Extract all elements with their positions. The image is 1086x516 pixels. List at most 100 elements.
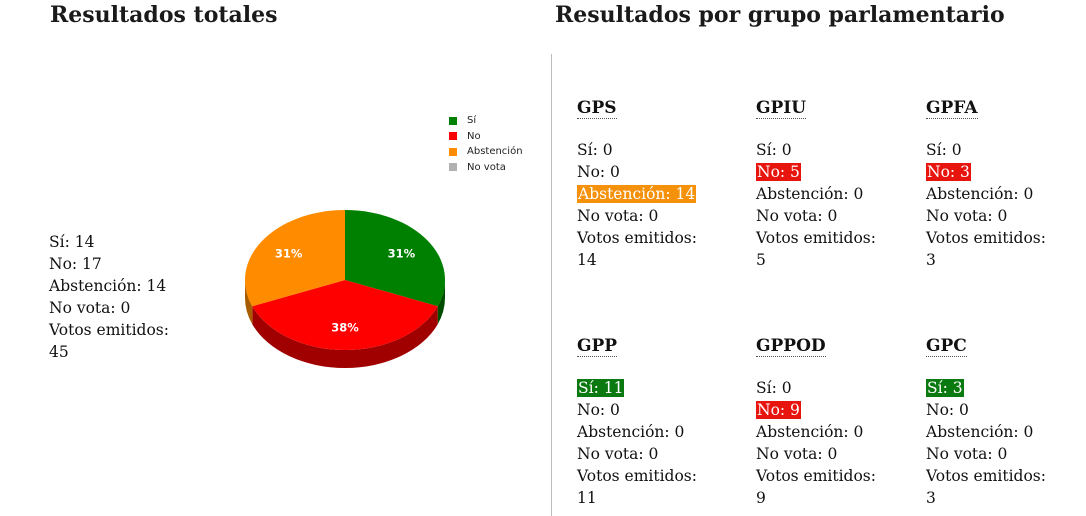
- group-panel: GPIU Sí: 0 No: 5 Abstención: 0 No vota: 0 Vot…: [756, 97, 916, 271]
- pie-slice: [252, 280, 438, 350]
- group-no-text: No: 0: [577, 401, 620, 419]
- group-votos-value: 9: [756, 487, 916, 509]
- group-abstencion-text: Abstención: 0: [756, 423, 864, 441]
- group-abstencion: Abstención: 0: [577, 421, 737, 443]
- group-abstencion: Abstención: 0: [926, 421, 1086, 443]
- group-no-text: No: 0: [926, 401, 969, 419]
- group-abstencion-text: Abstención: 0: [926, 423, 1034, 441]
- group-votos-label: Votos emitidos:: [926, 465, 1086, 487]
- group-votos-value: 3: [926, 249, 1086, 271]
- group-votos-label-text: Votos emitidos:: [577, 229, 697, 247]
- group-abstencion: Abstención: 0: [926, 183, 1086, 205]
- group-votos-label-text: Votos emitidos:: [577, 467, 697, 485]
- group-name: GPPOD: [756, 336, 826, 357]
- pie-slice-side: [245, 280, 253, 325]
- group-votos-label: Votos emitidos:: [577, 227, 737, 249]
- group-si: Sí: 11: [577, 377, 737, 399]
- group-votos-value-text: 3: [926, 489, 936, 507]
- group-no: No: 0: [577, 399, 737, 421]
- group-no: No: 3: [926, 161, 1086, 183]
- group-panel: GPC Sí: 3 No: 0 Abstención: 0 No vota: 0 Voto…: [926, 335, 1086, 509]
- legend-label: No: [467, 130, 481, 142]
- group-panel: GPS Sí: 0 No: 0 Abstención: 14 No vota: 0 Vot…: [577, 97, 737, 271]
- group-si: Sí: 3: [926, 377, 1086, 399]
- legend-label: Abstención: [467, 146, 523, 158]
- group-si: Sí: 0: [577, 139, 737, 161]
- group-no: No: 0: [577, 161, 737, 183]
- group-novota: No vota: 0: [577, 443, 737, 465]
- group-votos-value: 5: [756, 249, 916, 271]
- group-si: Sí: 0: [756, 377, 916, 399]
- group-votos-value: 11: [577, 487, 737, 509]
- group-votos-value-text: 14: [577, 251, 597, 269]
- group-si-text: Sí: 0: [756, 141, 792, 159]
- group-votos-label: Votos emitidos:: [926, 227, 1086, 249]
- group-votos-label: Votos emitidos:: [756, 227, 916, 249]
- pie-slice: [245, 210, 345, 307]
- group-novota: No vota: 0: [926, 205, 1086, 227]
- group-no: No: 9: [756, 399, 916, 421]
- group-abstencion-text: Abstención: 0: [577, 423, 685, 441]
- pie-slice: [345, 210, 445, 307]
- group-votos-label-text: Votos emitidos:: [926, 467, 1046, 485]
- group-si: Sí: 0: [926, 139, 1086, 161]
- legend-item: Abstención: [449, 144, 523, 160]
- pie-data-label: 38%: [331, 321, 359, 335]
- group-abstencion-text: Abstención: 14: [577, 185, 697, 203]
- pie-slice-side: [252, 306, 438, 368]
- group-votos-value-text: 5: [756, 251, 766, 269]
- group-novota: No vota: 0: [756, 443, 916, 465]
- group-novota-text: No vota: 0: [577, 445, 659, 463]
- group-no: No: 0: [926, 399, 1086, 421]
- group-panel: GPFA Sí: 0 No: 3 Abstención: 0 No vota: 0 Vot…: [926, 97, 1086, 271]
- legend-item: No: [449, 129, 523, 145]
- group-votos-value: 3: [926, 487, 1086, 509]
- group-panel: GPP Sí: 11 No: 0 Abstención: 0 No vota: 0 Vot…: [577, 335, 737, 509]
- group-no-text: No: 3: [926, 163, 971, 181]
- totals-summary: Sí: 14 No: 17 Abstención: 14 No vota: 0 …: [49, 231, 169, 363]
- group-abstencion-text: Abstención: 0: [756, 185, 864, 203]
- group-novota: No vota: 0: [577, 205, 737, 227]
- totals-votos-value: 45: [49, 343, 69, 361]
- group-abstencion: Abstención: 14: [577, 183, 737, 205]
- group-si-text: Sí: 0: [926, 141, 962, 159]
- legend-swatch: [449, 116, 457, 125]
- group-votos-value: 14: [577, 249, 737, 271]
- group-novota-text: No vota: 0: [577, 207, 659, 225]
- pie-data-label: 31%: [388, 246, 416, 260]
- group-novota-text: No vota: 0: [926, 207, 1008, 225]
- group-novota: No vota: 0: [926, 443, 1086, 465]
- group-abstencion: Abstención: 0: [756, 421, 916, 443]
- group-abstencion: Abstención: 0: [756, 183, 916, 205]
- group-no: No: 5: [756, 161, 916, 183]
- pie-chart: 31% 38% 31%: [230, 195, 460, 395]
- pie-data-label: 31%: [275, 246, 303, 260]
- legend-swatch: [449, 147, 457, 156]
- group-votos-label: Votos emitidos:: [577, 465, 737, 487]
- group-si-text: Sí: 11: [577, 379, 625, 397]
- group-no-text: No: 5: [756, 163, 801, 181]
- group-name: GPIU: [756, 98, 807, 119]
- group-panel: GPPOD Sí: 0 No: 9 Abstención: 0 No vota: 0 Vo…: [756, 335, 916, 509]
- totals-votos-label: Votos emitidos:: [49, 321, 169, 339]
- totals-novota: No vota: 0: [49, 299, 131, 317]
- legend-swatch: [449, 163, 457, 172]
- chart-legend: Sí No Abstención No vota: [449, 113, 523, 175]
- group-votos-label-text: Votos emitidos:: [756, 229, 876, 247]
- totals-no: No: 17: [49, 255, 102, 273]
- legend-item: No vota: [449, 160, 523, 176]
- legend-swatch: [449, 132, 457, 141]
- group-votos-label-text: Votos emitidos:: [756, 467, 876, 485]
- group-name: GPFA: [926, 98, 978, 119]
- group-name: GPC: [926, 336, 967, 357]
- group-novota-text: No vota: 0: [756, 207, 838, 225]
- group-si: Sí: 0: [756, 139, 916, 161]
- totals-si: Sí: 14: [49, 233, 95, 251]
- group-votos-value-text: 3: [926, 251, 936, 269]
- group-no-text: No: 9: [756, 401, 801, 419]
- legend-label: No vota: [467, 161, 506, 173]
- totals-title: Resultados totales: [50, 2, 278, 28]
- section-divider: [551, 54, 552, 516]
- group-si-text: Sí: 3: [926, 379, 964, 397]
- group-si-text: Sí: 0: [756, 379, 792, 397]
